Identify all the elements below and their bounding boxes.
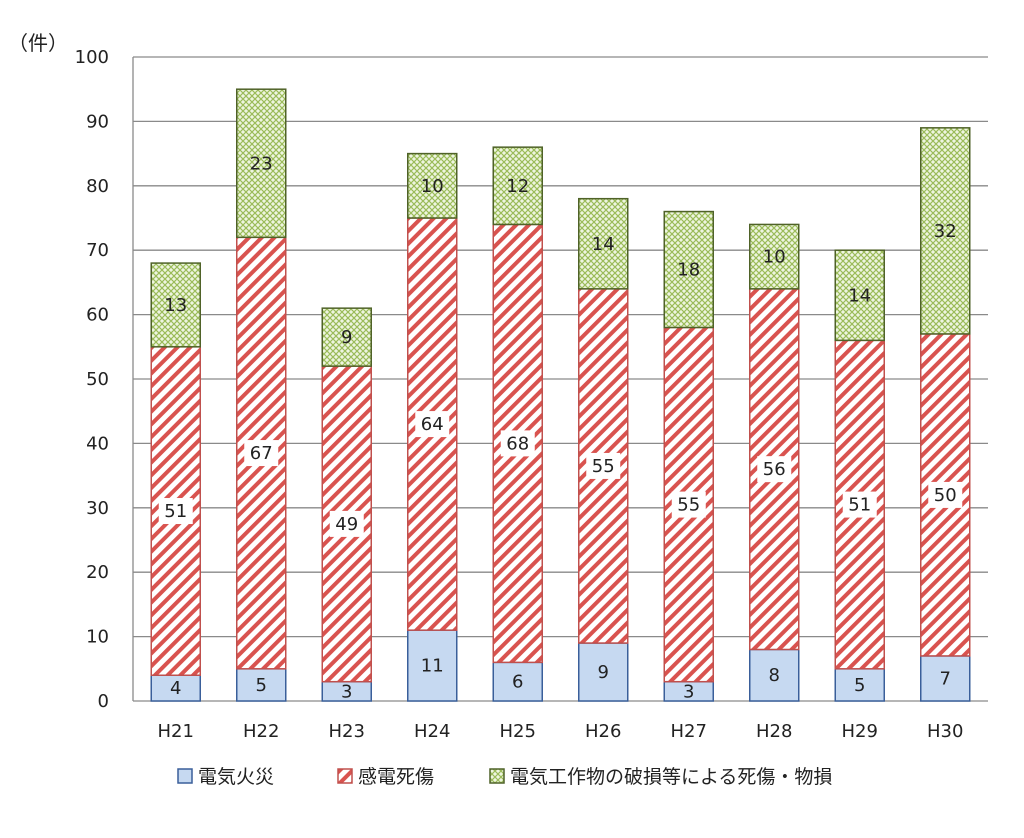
y-tick-label: 70: [86, 240, 109, 261]
data-label: 14: [592, 234, 615, 255]
bar-segment-electrical-fire: [920, 655, 971, 702]
unit-label: （件）: [8, 31, 68, 55]
data-label: 32: [934, 221, 957, 242]
bar-segment-equipment-damage: [578, 197, 629, 290]
data-label: 7: [940, 668, 951, 689]
x-tick-label: H25: [500, 721, 536, 742]
legend-swatch-electric-shock: [337, 768, 353, 784]
data-label: 51: [164, 501, 187, 522]
data-label: 55: [677, 495, 700, 516]
bar-segment-electrical-fire: [236, 668, 287, 702]
data-label: 10: [763, 247, 786, 268]
data-label-bg: [244, 440, 279, 467]
data-label: 11: [421, 656, 444, 677]
data-label-bg: [928, 481, 963, 508]
y-axis-ticks: 0 10 20 30 40 50 60 70 80 90 100: [75, 47, 109, 712]
x-tick-label: H27: [671, 721, 707, 742]
bars: 4 51 13 5 67 23 3 49 9 11 64 10 6 68 12 9 55 14 3 55 18 8 56 10…: [150, 88, 971, 702]
bar-segment-electrical-fire: [492, 661, 543, 702]
x-tick-label: H23: [329, 721, 365, 742]
data-label: 5: [256, 675, 267, 696]
bar-segment-equipment-damage: [321, 307, 372, 367]
data-label-bg: [500, 430, 535, 457]
data-label: 18: [677, 260, 700, 281]
data-label: 67: [250, 443, 273, 464]
data-label: 5: [854, 675, 865, 696]
data-label: 3: [341, 681, 352, 702]
data-label: 8: [769, 665, 780, 686]
y-tick-label: 40: [86, 433, 109, 454]
data-label: 3: [683, 681, 694, 702]
data-label: 51: [848, 495, 871, 516]
legend: 電気火災 感電死傷 電気工作物の破損等による死傷・物損: [177, 766, 832, 788]
bar-segment-equipment-damage: [663, 210, 714, 329]
y-tick-label: 10: [86, 627, 109, 648]
y-tick-label: 0: [98, 691, 109, 712]
data-label-bg: [842, 491, 877, 518]
x-tick-label: H24: [414, 721, 450, 742]
x-tick-label: H22: [243, 721, 279, 742]
data-label: 10: [421, 176, 444, 197]
legend-label-electrical-fire: 電気火災: [198, 766, 274, 788]
bar-segment-electrical-fire: [407, 629, 458, 702]
bar-segment-electrical-fire: [749, 648, 800, 702]
x-axis-ticks: H21 H22 H23 H24 H25 H26 H27 H28 H29 H30: [158, 721, 964, 742]
legend-swatch-equipment-damage: [489, 768, 505, 784]
bar-segment-electrical-fire: [834, 668, 885, 702]
data-label-bg: [757, 456, 792, 483]
x-tick-label: H26: [585, 721, 621, 742]
data-label: 4: [170, 678, 181, 699]
y-tick-label: 50: [86, 369, 109, 390]
data-label: 14: [848, 285, 871, 306]
data-label: 9: [598, 662, 609, 683]
legend-label-equipment-damage: 電気工作物の破損等による死傷・物損: [510, 766, 832, 788]
data-label: 55: [592, 456, 615, 477]
data-label-bg: [415, 411, 450, 438]
data-label-bg: [671, 491, 706, 518]
data-label: 6: [512, 672, 523, 693]
data-label: 64: [421, 414, 444, 435]
legend-label-electric-shock: 感電死傷: [358, 766, 434, 788]
legend-swatch-electrical-fire: [177, 768, 193, 784]
bar-segment-electrical-fire: [578, 642, 629, 702]
bar-segment-equipment-damage: [749, 223, 800, 290]
data-label: 56: [763, 459, 786, 480]
data-label: 68: [506, 433, 529, 454]
bar-segment-equipment-damage: [492, 146, 543, 226]
data-label-bg: [586, 452, 621, 479]
y-tick-label: 100: [75, 47, 109, 68]
bar-segment-equipment-damage: [150, 262, 201, 348]
bar-segment-electrical-fire: [150, 674, 201, 702]
y-tick-label: 30: [86, 498, 109, 519]
data-label: 49: [335, 514, 358, 535]
y-tick-label: 60: [86, 305, 109, 326]
bar-segment-equipment-damage: [236, 88, 287, 239]
y-tick-label: 90: [86, 111, 109, 132]
x-tick-label: H30: [927, 721, 963, 742]
data-label-bg: [158, 498, 193, 525]
bar-segment-equipment-damage: [834, 249, 885, 342]
bar-segment-equipment-damage: [407, 152, 458, 219]
y-tick-label: 80: [86, 176, 109, 197]
bar-segment-equipment-damage: [920, 127, 971, 335]
y-tick-label: 20: [86, 562, 109, 583]
data-label-bg: [329, 510, 364, 537]
x-tick-label: H28: [756, 721, 792, 742]
x-tick-label: H29: [842, 721, 878, 742]
x-tick-label: H21: [158, 721, 194, 742]
data-label: 13: [164, 295, 187, 316]
data-label: 12: [506, 176, 529, 197]
data-label: 9: [341, 327, 352, 348]
data-label: 50: [934, 485, 957, 506]
data-label: 23: [250, 153, 273, 174]
